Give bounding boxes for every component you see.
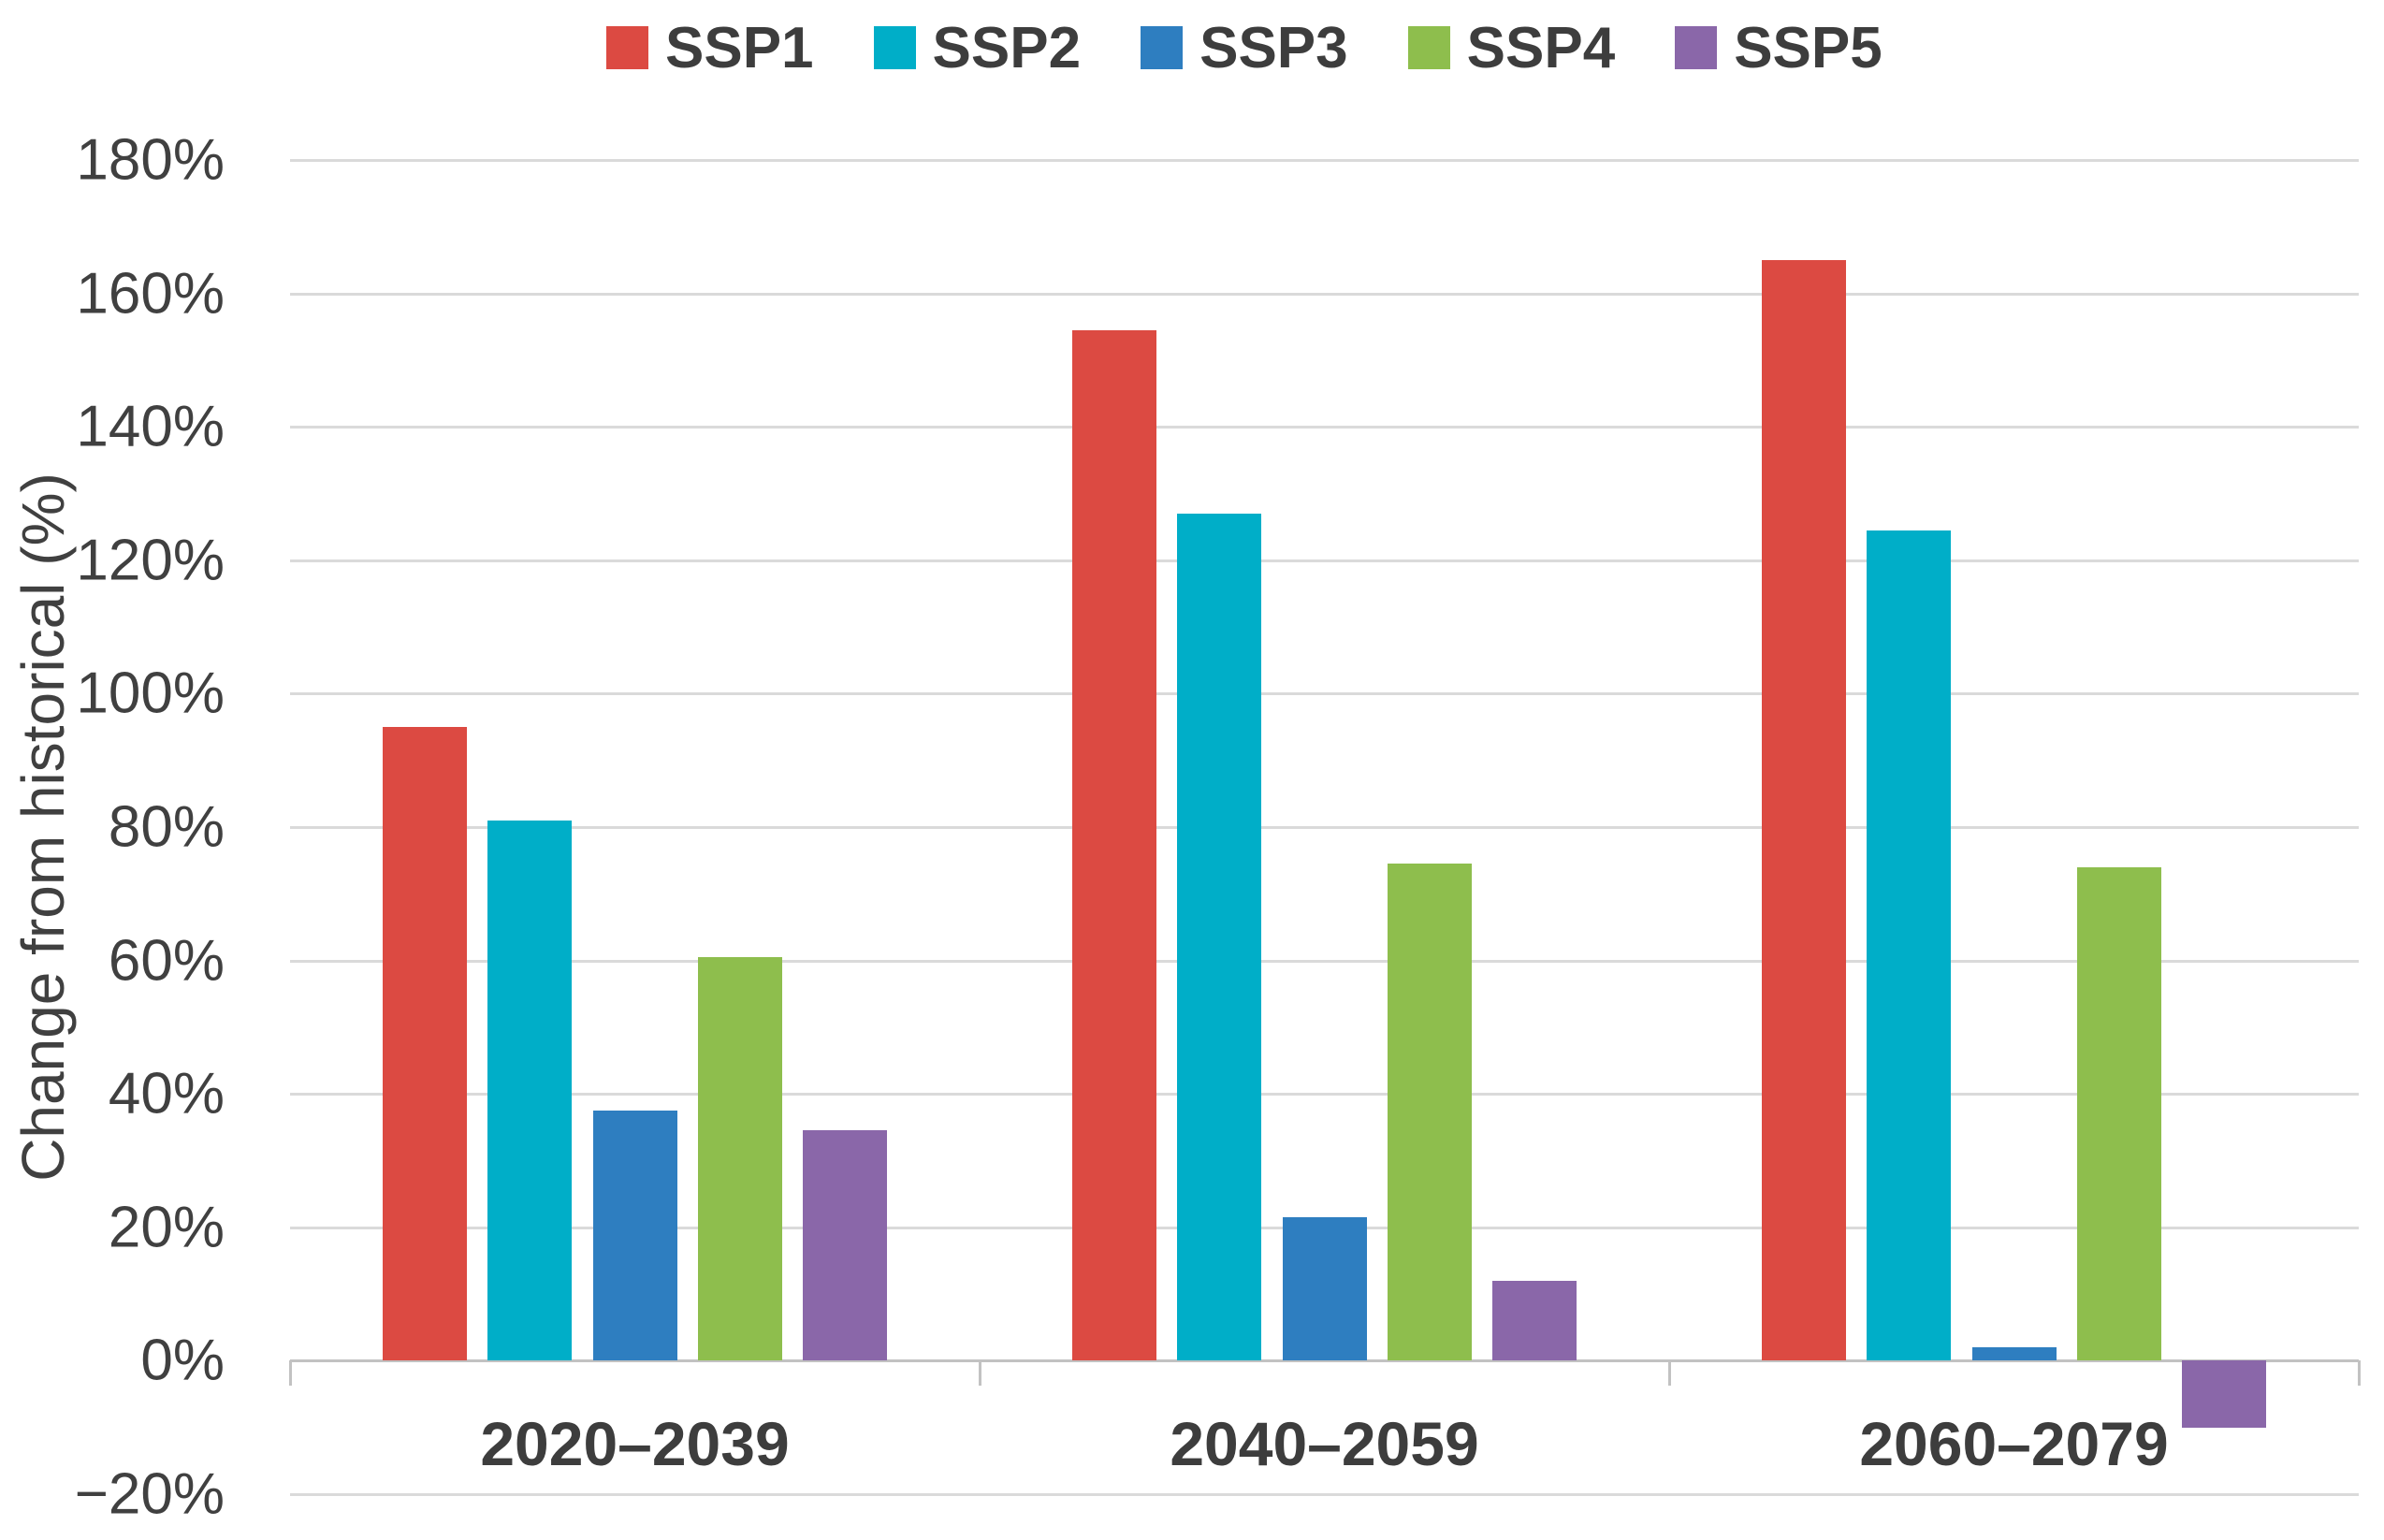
bar-ssp3-2020–2039 (592, 1111, 677, 1361)
legend-label: SSP3 (1199, 15, 1348, 80)
bar-ssp2-2060–2079 (1867, 530, 1952, 1361)
category-axis-tick (1668, 1360, 1671, 1387)
legend-item-ssp5: SSP5 (1675, 15, 1882, 81)
y-tick-label: 180% (76, 127, 225, 193)
legend-swatch-ssp5 (1675, 26, 1718, 69)
gridline-160 (290, 292, 2359, 296)
bar-ssp5-2040–2059 (1492, 1280, 1577, 1361)
legend-swatch-ssp4 (1407, 26, 1450, 69)
category-axis-tick (289, 1360, 292, 1387)
legend-item-ssp2: SSP2 (873, 15, 1082, 81)
bar-ssp1-2040–2059 (1071, 329, 1156, 1361)
y-tick-label: 20% (108, 1195, 225, 1260)
legend-swatch-ssp3 (1141, 26, 1184, 69)
bar-ssp3-2060–2079 (1971, 1347, 2057, 1361)
gridline-60 (290, 959, 2359, 963)
x-category-label: 2060–2079 (1859, 1409, 2169, 1478)
x-category-label: 2020–2039 (480, 1409, 790, 1478)
category-axis-tick (2358, 1360, 2361, 1387)
y-tick-label: 140% (76, 394, 225, 459)
gridline--20 (290, 1493, 2359, 1496)
gridline-80 (290, 826, 2359, 829)
gridline-100 (290, 692, 2359, 696)
y-tick-label: 0% (140, 1328, 225, 1393)
bar-ssp1-2060–2079 (1761, 259, 1846, 1361)
category-axis-tick (979, 1360, 981, 1387)
bar-ssp5-2020–2039 (803, 1130, 888, 1361)
legend-label: SSP5 (1734, 15, 1882, 80)
bar-ssp2-2020–2039 (487, 820, 573, 1361)
bar-ssp1-2020–2039 (382, 727, 467, 1361)
chart-legend: SSP1 SSP2 SSP3 SSP4 SSP5 (606, 7, 1942, 88)
legend-item-ssp4: SSP4 (1407, 15, 1616, 81)
legend-item-ssp3: SSP3 (1141, 15, 1348, 81)
y-tick-label: 40% (108, 1061, 225, 1126)
y-tick-label: 60% (108, 928, 225, 994)
legend-swatch-ssp1 (606, 26, 648, 69)
legend-label: SSP4 (1466, 15, 1616, 80)
x-category-label: 2040–2059 (1170, 1409, 1479, 1478)
gridline-40 (290, 1093, 2359, 1097)
y-tick-label: 160% (76, 261, 225, 327)
y-tick-label: 100% (76, 661, 225, 726)
gridline-180 (290, 159, 2359, 162)
bar-ssp5-2060–2079 (2182, 1360, 2267, 1428)
legend-item-ssp1: SSP1 (606, 15, 814, 81)
y-tick-label: 80% (108, 794, 225, 860)
axis-line-zero (290, 1359, 2359, 1363)
bar-ssp4-2020–2039 (697, 957, 782, 1361)
y-tick-label: 120% (76, 528, 225, 593)
bar-ssp2-2040–2059 (1177, 513, 1262, 1361)
legend-swatch-ssp2 (873, 26, 916, 69)
bar-ssp4-2040–2059 (1387, 864, 1472, 1361)
legend-label: SSP2 (932, 15, 1082, 80)
bar-ssp3-2040–2059 (1282, 1217, 1367, 1361)
gridline-120 (290, 559, 2359, 562)
bar-ssp4-2060–2079 (2076, 866, 2161, 1361)
legend-label: SSP1 (665, 15, 814, 80)
y-tick-label: −20% (74, 1461, 225, 1527)
gridline-140 (290, 426, 2359, 429)
